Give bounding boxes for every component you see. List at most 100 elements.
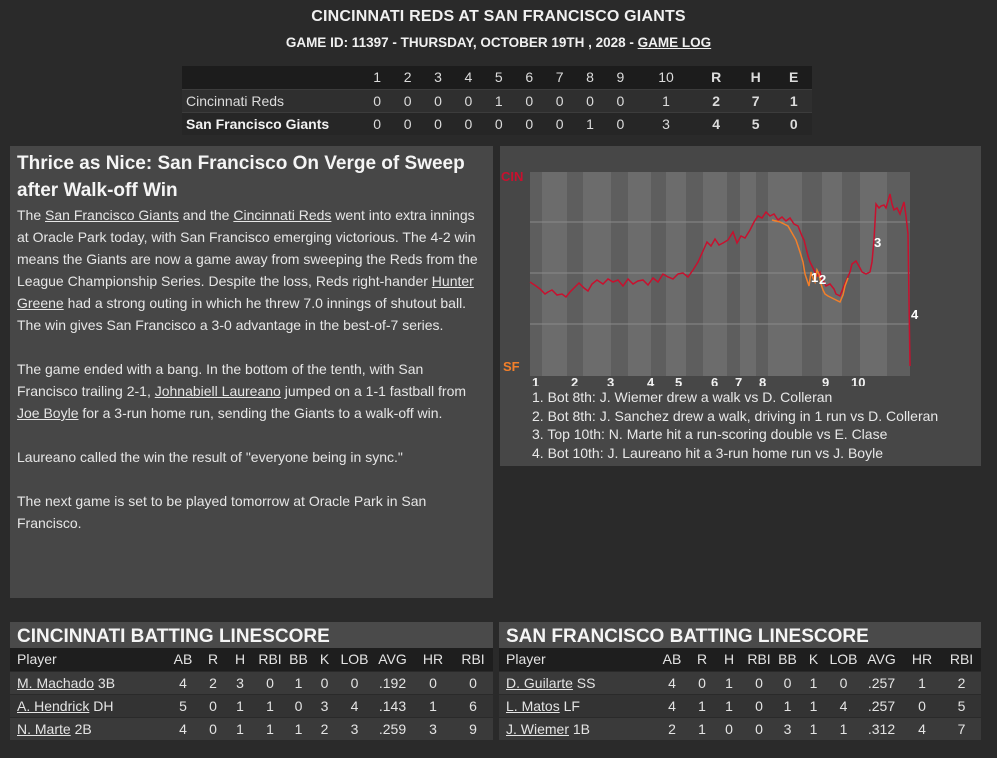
away-team-name: Cincinnati Reds	[186, 92, 285, 109]
key-event-item: 1. Bot 8th: J. Wiemer drew a walk vs D. …	[532, 389, 833, 405]
linescore-team-header	[182, 66, 362, 89]
inning-linescore: 1 2 3 4 5 6 7 8 9 10 R H E Cincinnati Re…	[182, 66, 812, 135]
inning-tick-label: 4	[647, 375, 655, 386]
stat-cell: 1	[294, 720, 303, 737]
game-title: CINCINNATI REDS AT SAN FRANCISCO GIANTS	[311, 8, 686, 25]
inning-bands	[530, 172, 910, 376]
stat-cell: 1	[236, 697, 244, 714]
stat-cell: 4	[668, 674, 676, 691]
giants-team-link[interactable]: San Francisco Giants	[45, 207, 179, 223]
stat-cell: 4	[839, 697, 848, 714]
stat-cell: 0	[918, 697, 926, 714]
batting-header-row: Player AB R H RBI BB K LOB AVG HR RBI	[10, 648, 493, 671]
inning-header: 10	[635, 66, 697, 89]
inning-score: 0	[555, 92, 564, 109]
cin-axis-label: CIN	[501, 169, 523, 184]
grid-lines	[530, 221, 910, 325]
batter-name-link[interactable]: D. Guilarte	[506, 674, 573, 691]
batter-cell: N. Marte 2B	[10, 717, 165, 740]
batter-name-link[interactable]: M. Machado	[17, 674, 95, 691]
inning-band	[768, 172, 802, 376]
game-info: GAME ID: 11397 - THURSDAY, OCTOBER 19TH …	[0, 35, 997, 50]
col-header: AVG	[867, 651, 896, 668]
inning-band	[542, 172, 567, 376]
col-header: Player	[506, 651, 546, 668]
batter-name-link[interactable]: L. Matos	[506, 697, 560, 714]
player-link-greene[interactable]: Hunter Greene	[17, 273, 474, 311]
inning-score: 0	[464, 92, 473, 109]
batter-name-link[interactable]: A. Hendrick	[17, 697, 90, 714]
col-header: RBI	[461, 651, 485, 668]
stat-cell: 0	[469, 674, 477, 691]
stat-cell: 3	[320, 697, 329, 714]
event-marker: 4	[911, 307, 919, 322]
stat-cell: 1	[918, 674, 926, 691]
sf-axis-label: SF	[503, 359, 520, 374]
stat-cell: .192	[378, 674, 407, 691]
inning-tick-label: 3	[607, 375, 614, 386]
inning-tick-label: 7	[735, 375, 742, 386]
stat-cell: 1	[266, 697, 274, 714]
stat-cell: .312	[867, 720, 896, 737]
cin-batting-box: CINCINNATI BATTING LINESCORE Player AB R…	[10, 622, 493, 740]
inning-tick-label: 6	[711, 375, 718, 386]
player-link-laureano[interactable]: Johnabiell Laureano	[154, 383, 281, 399]
inning-score: 0	[494, 115, 503, 132]
col-header: RBI	[949, 651, 974, 668]
batter-position: 1B	[569, 720, 591, 737]
stat-cell: .143	[378, 697, 407, 714]
key-event-item: 4. Bot 10th: J. Laureano hit a 3-run hom…	[532, 444, 883, 461]
col-header: RBI	[258, 651, 282, 668]
stat-cell: 4	[918, 720, 926, 737]
game-id-date: GAME ID: 11397 - THURSDAY, OCTOBER 19TH …	[285, 35, 638, 50]
article-text: went into extra innings at Oracle Park t…	[17, 207, 478, 289]
sf-batting-box: SAN FRANCISCO BATTING LINESCORE Player A…	[499, 622, 981, 740]
stat-cell: 1	[809, 674, 818, 691]
stat-cell: 3	[783, 720, 792, 737]
batter-position: 3B	[94, 674, 116, 691]
inning-axis: 1 2 3 4 5 6 7 8 9 10	[532, 375, 865, 386]
batter-cell: J. Wiemer 1B	[499, 717, 654, 740]
key-event-item: 3. Top 10th: N. Marte hit a run-scoring …	[532, 426, 888, 442]
inning-band	[666, 172, 686, 376]
event-markers: 1 2 3 4	[811, 235, 919, 322]
batter-row: D. Guilarte SS 4 0 1 0 0 1 0 .257 1 2	[499, 671, 981, 694]
batter-row: L. Matos LF 4 1 1 0 1 1 4 .257 0 5	[499, 694, 981, 717]
cin-probability-line	[529, 193, 911, 367]
article-text: and the	[178, 207, 234, 223]
stat-cell: 2	[668, 720, 676, 737]
inning-tick-label: 10	[851, 375, 865, 386]
inning-header: 4	[453, 66, 484, 89]
reds-team-link[interactable]: Cincinnati Reds	[233, 207, 332, 223]
inning-header: 9	[605, 66, 636, 89]
runs-header: R	[696, 66, 736, 89]
stat-cell: 7	[957, 720, 966, 737]
col-header: AB	[173, 651, 193, 668]
stat-cell: 3	[429, 720, 437, 737]
col-header: HR	[911, 651, 933, 668]
inning-score: 0	[434, 115, 442, 132]
stat-cell: 0	[698, 674, 706, 691]
inning-header: 1	[362, 66, 393, 89]
inning-band	[860, 172, 887, 376]
article-paragraph: The next game is set to be played tomorr…	[17, 493, 427, 531]
hits-total: 7	[751, 92, 760, 109]
game-log-link[interactable]: GAME LOG	[637, 35, 712, 50]
stat-cell: 0	[350, 674, 359, 691]
player-link-boyle[interactable]: Joe Boyle	[17, 405, 79, 421]
cin-batting-table: Player AB R H RBI BB K LOB AVG HR RBI M.…	[10, 648, 493, 740]
article-text: The	[17, 207, 46, 223]
batter-name-link[interactable]: N. Marte	[17, 720, 71, 737]
col-header: R	[696, 651, 708, 668]
stat-cell: 4	[668, 697, 676, 714]
stat-cell: 4	[179, 720, 187, 737]
inning-score: 0	[373, 115, 382, 132]
batter-row: J. Wiemer 1B 2 1 0 0 3 1 1 .312 4 7	[499, 717, 981, 740]
sf-batting-table: Player AB R H RBI BB K LOB AVG HR RBI D.…	[499, 648, 981, 740]
batter-position: 2B	[70, 720, 92, 737]
stat-cell: 2	[957, 674, 966, 691]
batter-name-link[interactable]: J. Wiemer	[506, 720, 569, 737]
stat-cell: 1	[698, 697, 706, 714]
batter-position: LF	[559, 697, 580, 714]
inning-header: 8	[574, 66, 606, 89]
